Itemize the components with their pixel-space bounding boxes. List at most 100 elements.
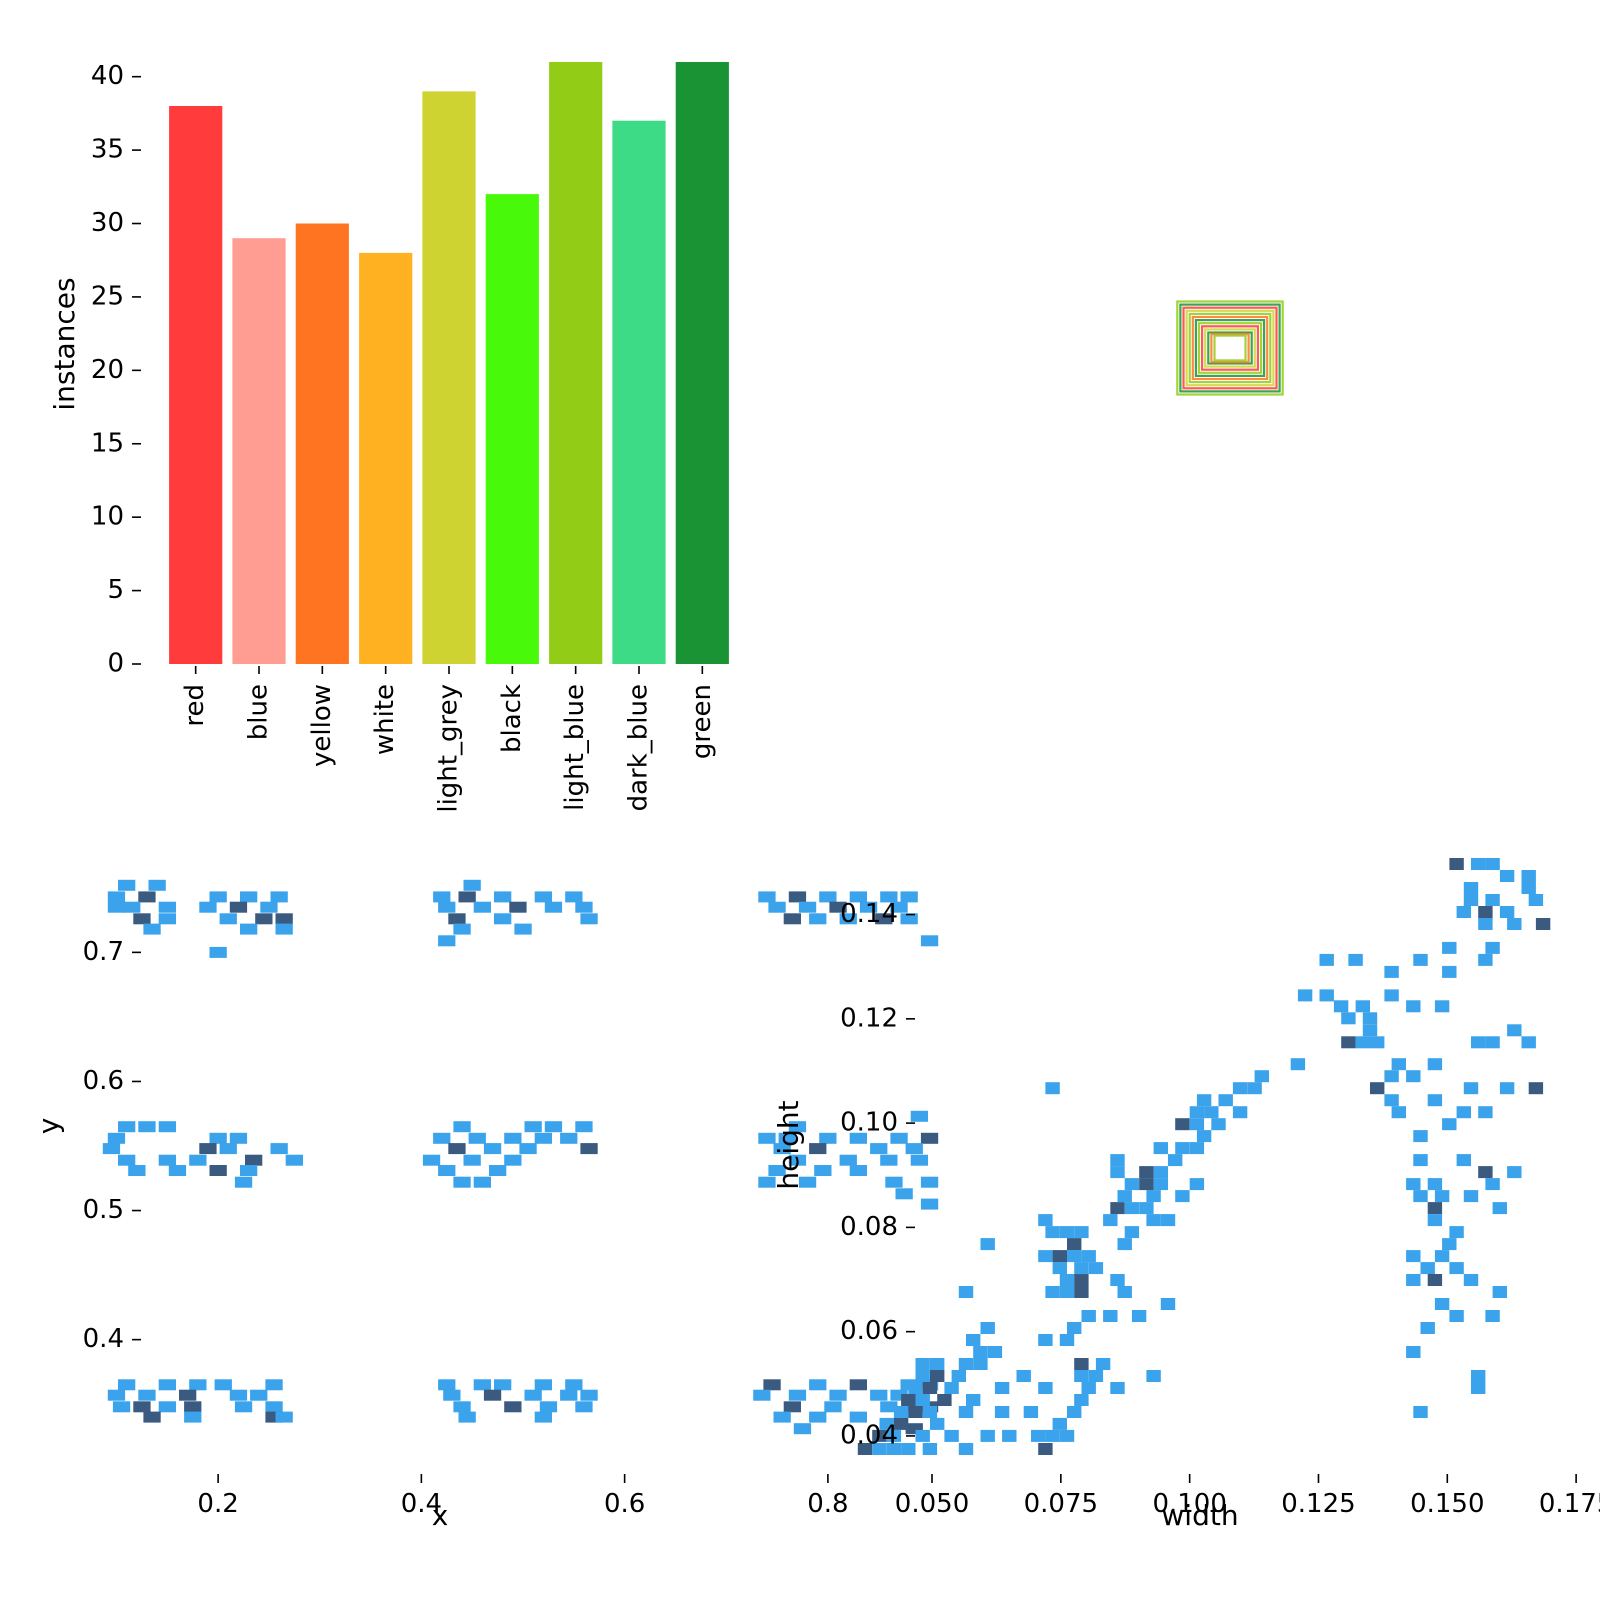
heatmap-cell [219, 913, 237, 925]
heatmap-cell [920, 1132, 939, 1144]
heatmap-cell [133, 913, 151, 925]
bar-y-axis-label: instances [48, 277, 81, 410]
heatmap-cell [112, 1401, 131, 1413]
heatmap-cell [910, 1110, 928, 1122]
heatmap-cell [270, 1143, 288, 1155]
heatmap-cell [885, 1176, 903, 1188]
heatmap-cell [509, 901, 527, 913]
heatmap-y-tick-label: 0.7 [83, 937, 124, 967]
bar-y-tick-label: 35 [91, 135, 124, 165]
heatmap-cell [1139, 1178, 1154, 1191]
heatmap-cell [920, 1198, 939, 1210]
heatmap-cell [783, 1401, 801, 1413]
heatmap-cell [1471, 1036, 1486, 1049]
heatmap-cell [504, 1154, 522, 1166]
heatmap-y-tick-label: 0.08 [840, 1212, 898, 1242]
heatmap-cell [565, 1379, 583, 1391]
heatmap-cell [1088, 1262, 1104, 1275]
heatmap-cell [1406, 1250, 1421, 1263]
bar-y-tick-label: 40 [91, 61, 124, 91]
heatmap-cell [1362, 1024, 1378, 1037]
heatmap-cell [1499, 870, 1515, 882]
heatmap-cell [849, 1379, 867, 1391]
heatmap-cell [534, 891, 552, 903]
heatmap-cell [453, 1401, 471, 1413]
heatmap-cell [900, 913, 918, 925]
heatmap-cell [788, 1121, 807, 1133]
heatmap-cell [1081, 1250, 1096, 1263]
heatmap-cell [1449, 858, 1464, 870]
heatmap-cell [102, 1143, 121, 1155]
heatmap-cell [448, 1143, 466, 1155]
heatmap-x-tick-label: 0.050 [895, 1489, 969, 1519]
heatmap-cell [199, 901, 217, 913]
heatmap-cell [1067, 1250, 1082, 1263]
heatmap-cell [209, 1132, 227, 1144]
heatmap-cell [1124, 1202, 1140, 1215]
heatmap-cell [1074, 1370, 1089, 1382]
heatmap-cell [1074, 1226, 1089, 1239]
heatmap-cell [1521, 1036, 1536, 1049]
heatmap-cell [839, 1154, 857, 1166]
heatmap-cell [905, 1423, 923, 1435]
heatmap-cell [1189, 1142, 1205, 1155]
xy-heatmap: 0.2 0.4 0.6 0.8 0.4 0.5 0.6 0.7 x y [32, 879, 939, 1532]
heatmap-cell [1319, 953, 1334, 966]
heatmap-cell [575, 901, 593, 913]
heatmap-cell [514, 923, 532, 935]
bounding-box-outline [1204, 328, 1256, 368]
heatmap-cell [575, 1121, 593, 1133]
heatmap-cell [1124, 1178, 1140, 1191]
heatmap-cell [1384, 1094, 1399, 1107]
heatmap-cell [524, 1389, 542, 1401]
heatmap-x-tick-label: 0.175 [1539, 1489, 1600, 1519]
heatmap-cell [463, 1154, 481, 1166]
heatmap-cell [275, 1411, 293, 1423]
heatmap-cell [438, 1379, 456, 1391]
heatmap-cell [783, 913, 801, 925]
heatmap-cell [438, 935, 456, 947]
bounding-box-outline [1179, 303, 1281, 393]
heatmap-cell [1485, 1310, 1500, 1322]
heatmap-cell [1103, 1214, 1118, 1227]
heatmap-cell [265, 1379, 283, 1391]
heatmap-cell [148, 879, 166, 891]
bar-series [169, 62, 729, 664]
heatmap-cell [1370, 1082, 1385, 1095]
heatmap-y-tick-label: 0.6 [83, 1066, 124, 1096]
heatmap-cell [895, 1188, 913, 1200]
heatmap-cell [1413, 1190, 1428, 1203]
heatmap-cell [1247, 1082, 1262, 1095]
heatmap-cell [870, 1143, 888, 1155]
heatmap-cell [1175, 1142, 1190, 1155]
heatmap-cell [788, 1389, 807, 1401]
bounding-box-outline [1188, 312, 1272, 384]
heatmap-cell [1420, 1322, 1435, 1334]
heatmap-cell [234, 1401, 253, 1413]
heatmap-cell [778, 1132, 796, 1144]
heatmap-cell [849, 1132, 867, 1144]
bounding-box-outline [1197, 322, 1263, 374]
heatmap-cell [987, 1346, 1003, 1358]
heatmap-cell [1146, 1214, 1161, 1227]
heatmap-cell [1117, 1190, 1132, 1203]
heatmap-cell [107, 901, 126, 913]
heatmap-cell [958, 1443, 974, 1455]
heatmap-cell [930, 1370, 945, 1382]
heatmap-cell [1038, 1443, 1053, 1455]
heatmap-cell [1110, 1166, 1125, 1179]
heatmap-cell [494, 891, 512, 903]
heatmap-cell [1499, 1082, 1515, 1095]
heatmap-cell [951, 1370, 966, 1382]
heatmap-cell [189, 1379, 207, 1391]
bar-dark_blue [612, 120, 666, 664]
heatmap-cell [890, 901, 908, 913]
heatmap-cell [275, 923, 293, 935]
heatmap-cell [1384, 1070, 1399, 1083]
heatmap-cell [1413, 1130, 1428, 1143]
heatmap-cell [819, 1132, 837, 1144]
heatmap-cell [980, 1429, 995, 1442]
bar-x-tick-label: white [370, 684, 400, 755]
bar-x-tick-label: light_grey [434, 684, 464, 813]
heatmap-cell [275, 913, 293, 925]
